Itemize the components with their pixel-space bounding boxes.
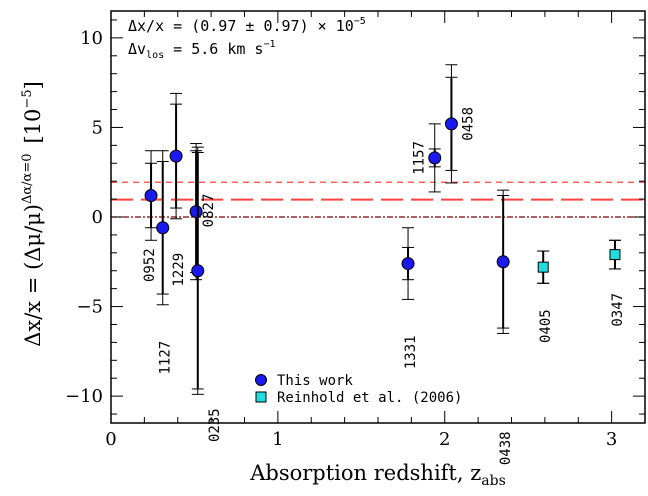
legend-label-this-work: This work — [277, 373, 353, 389]
data-point-0235 — [191, 264, 205, 278]
point-label-0827: 0827 — [201, 194, 217, 228]
point-label-0347: 0347 — [610, 293, 626, 327]
y-tick-label: 0 — [92, 207, 103, 228]
axes: 0 1 2 3 −10 −5 0 5 10 — [65, 10, 646, 450]
x-tick-label: 1 — [272, 429, 283, 450]
reference-lines — [111, 181, 645, 218]
point-label-0458: 0458 — [460, 107, 476, 141]
point-label-0438: 0438 — [498, 431, 514, 465]
x-axis-title: Absorption redshift, zabs — [249, 461, 506, 489]
point-label-1331: 1331 — [403, 335, 419, 369]
point-label-0235: 0235 — [207, 408, 223, 442]
point-label-0952: 0952 — [142, 248, 158, 282]
data-points: 0952 1127 1229 0827 0235 1331 1157 0458 0438 0405… — [142, 64, 626, 465]
legend-marker-reinhold — [255, 391, 267, 403]
legend: This work Reinhold et al. (2006) — [255, 373, 462, 406]
data-point-0438 — [496, 255, 510, 269]
legend-marker-this-work — [255, 374, 267, 386]
point-label-1229: 1229 — [171, 253, 187, 287]
annotation-line-2: Δvlos = 5.6 km s−1 — [128, 39, 276, 61]
point-label-1127: 1127 — [158, 341, 174, 375]
y-axis-title: Δx/x = (Δμ/μ)Δα/α=0[10−5] — [20, 81, 45, 347]
data-point-0952 — [144, 189, 158, 203]
data-point-0827 — [189, 205, 203, 219]
data-point-0347 — [609, 249, 621, 261]
y-tick-label: 5 — [92, 117, 103, 138]
data-point-0458 — [444, 117, 458, 131]
legend-label-reinhold: Reinhold et al. (2006) — [277, 390, 462, 406]
y-tick-label: 10 — [80, 28, 103, 49]
annotation-line-1: Δx/x = (0.97 ± 0.97) × 10−5 — [128, 16, 366, 35]
data-point-1229 — [169, 149, 183, 163]
x-tick-label: 0 — [105, 429, 116, 450]
x-tick-label: 2 — [439, 429, 450, 450]
point-label-0405: 0405 — [538, 309, 554, 343]
y-tick-label: −5 — [76, 297, 103, 318]
data-point-1157 — [428, 151, 442, 165]
y-tick-label: −10 — [65, 386, 103, 407]
x-tick-label: 3 — [606, 429, 617, 450]
point-label-1157: 1157 — [412, 141, 428, 175]
data-point-0405 — [537, 261, 549, 273]
data-point-1331 — [401, 257, 415, 271]
data-point-1127 — [156, 221, 170, 235]
